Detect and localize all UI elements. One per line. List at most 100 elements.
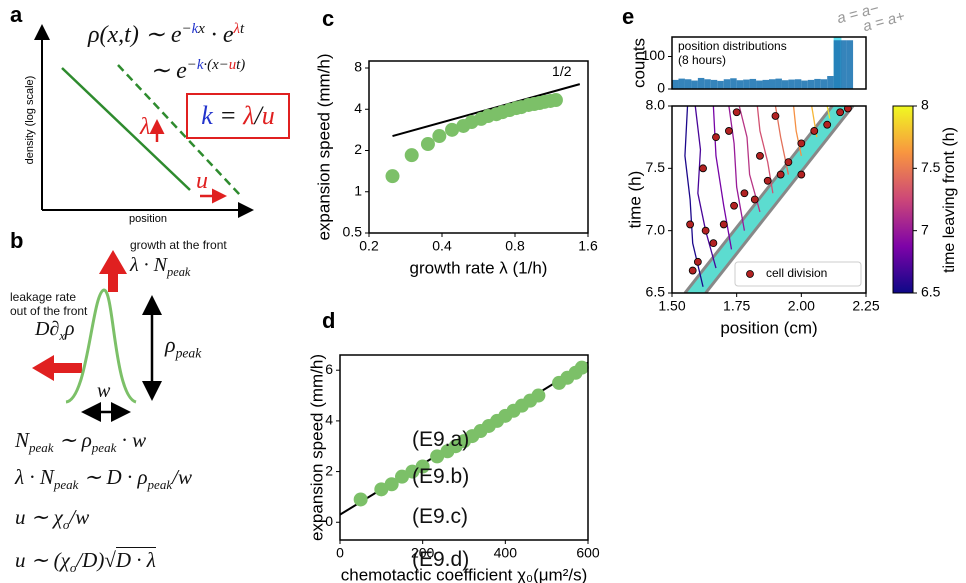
x-tick-label: 0.8 bbox=[505, 238, 525, 254]
equation: ρpeak bbox=[165, 332, 201, 361]
point bbox=[432, 129, 447, 144]
bar bbox=[723, 79, 731, 89]
plot-frame bbox=[671, 105, 867, 294]
x-axis-label: growth rate λ (1/h) bbox=[410, 258, 548, 277]
cell-division bbox=[688, 266, 697, 275]
x-tick-label: 0 bbox=[336, 545, 344, 561]
panel-label: e bbox=[622, 4, 634, 29]
equation-part: · e bbox=[204, 22, 234, 48]
equation-part: peak bbox=[175, 345, 202, 361]
point bbox=[384, 477, 399, 492]
y-tick-label: 0 bbox=[657, 80, 665, 96]
equation: Npeak ∼ ρpeak · w (E9.a) bbox=[15, 428, 485, 456]
bar bbox=[672, 79, 679, 89]
bar bbox=[794, 79, 802, 89]
legend-marker bbox=[746, 270, 754, 278]
annotation-box bbox=[675, 40, 793, 70]
bar bbox=[743, 79, 750, 89]
cell-division bbox=[699, 164, 707, 173]
cell-division bbox=[730, 201, 738, 210]
legend-label: cell division bbox=[766, 266, 827, 280]
annotation: position distributions bbox=[678, 39, 787, 53]
point bbox=[548, 93, 563, 108]
cell-division bbox=[693, 257, 702, 266]
trajectory bbox=[756, 106, 774, 194]
trajectory bbox=[738, 106, 761, 213]
equation-part: k bbox=[201, 101, 213, 130]
equation-tag: (E9.b) bbox=[412, 465, 470, 488]
x-axis-label: chemotactic coefficient χ₀(μm²/s) bbox=[341, 565, 588, 583]
cell-division bbox=[709, 239, 718, 248]
peak-profile bbox=[65, 288, 137, 404]
equation-part: u bbox=[261, 101, 275, 130]
cell-division bbox=[763, 176, 772, 185]
equation-part: − bbox=[181, 21, 192, 37]
bar bbox=[762, 79, 769, 89]
bar bbox=[684, 79, 692, 89]
equation-part: peak bbox=[53, 477, 79, 493]
x-tick-label: 600 bbox=[576, 545, 600, 561]
bar bbox=[801, 80, 808, 89]
equation: ∼ e−k·(x−ut) bbox=[150, 56, 245, 85]
front-band bbox=[684, 106, 854, 293]
equation-part: peak bbox=[91, 440, 117, 456]
bar bbox=[807, 79, 815, 89]
equation-part: D∂ bbox=[35, 318, 60, 340]
cell-division bbox=[740, 189, 749, 198]
equation: u ∼ (χo/D)√D · λ (E9.d) bbox=[15, 547, 485, 576]
equation-part: ·(x− bbox=[203, 57, 229, 73]
x-tick-label: 200 bbox=[411, 545, 435, 561]
bar bbox=[840, 40, 847, 89]
y-axis-label: density (log scale) bbox=[24, 76, 36, 165]
x-tick-label: 0.2 bbox=[359, 238, 379, 254]
x-tick-label: 1.75 bbox=[723, 298, 750, 314]
cell-division bbox=[701, 226, 710, 235]
colorbar-tick-label: 6.5 bbox=[921, 284, 941, 300]
annotation: (8 hours) bbox=[678, 53, 726, 67]
cell-division bbox=[750, 195, 759, 204]
cell-division bbox=[776, 170, 785, 179]
bar bbox=[827, 76, 834, 89]
panel-label: a bbox=[10, 2, 23, 27]
y-axis-label: time (h) bbox=[625, 171, 644, 229]
bar bbox=[788, 79, 795, 89]
x-tick-label: 0.4 bbox=[432, 238, 452, 254]
cell-division bbox=[836, 108, 845, 117]
point bbox=[574, 360, 589, 375]
cell-division bbox=[810, 127, 819, 135]
equation-part: peak bbox=[29, 440, 54, 456]
plot-area bbox=[683, 106, 855, 293]
equation-part: ρ(x,t) ∼ e bbox=[88, 22, 182, 48]
x-tick-label: 2.00 bbox=[788, 298, 815, 314]
cell-division bbox=[732, 108, 741, 117]
trajectory bbox=[826, 106, 831, 119]
point bbox=[531, 388, 546, 403]
equation: ρ(x,t) ∼ e−kx · eλt bbox=[88, 20, 244, 49]
point bbox=[430, 449, 445, 464]
equation-part: w bbox=[97, 380, 111, 402]
legend bbox=[734, 261, 862, 287]
point bbox=[374, 482, 389, 497]
x-tick-label: 400 bbox=[494, 545, 518, 561]
y-tick-label: 7.0 bbox=[646, 221, 666, 237]
point bbox=[385, 169, 400, 184]
equation-part: ρ bbox=[165, 332, 176, 357]
y-tick-label: 8 bbox=[354, 59, 362, 75]
equation-part: peak bbox=[147, 477, 173, 493]
bar bbox=[736, 80, 744, 89]
equation: u ∼ χo/w (E9.c) bbox=[15, 505, 485, 533]
equation-tag: (E9.a) bbox=[412, 428, 470, 451]
x-tick-label: 2.25 bbox=[852, 298, 879, 314]
bar bbox=[730, 78, 737, 89]
bar bbox=[820, 79, 828, 89]
equation: λ · Npeak ∼ D · ρpeak/w (E9.b) bbox=[15, 465, 485, 493]
profile-line-shifted bbox=[117, 64, 241, 196]
equation-part: /D)√ bbox=[76, 548, 116, 572]
equation-tag: (E9.d) bbox=[412, 548, 470, 571]
point bbox=[405, 464, 420, 479]
y-axis-label: expansion speed (mm/h) bbox=[314, 53, 333, 240]
equation-part: u ∼ (χ bbox=[15, 548, 70, 572]
front-edge bbox=[704, 106, 855, 293]
